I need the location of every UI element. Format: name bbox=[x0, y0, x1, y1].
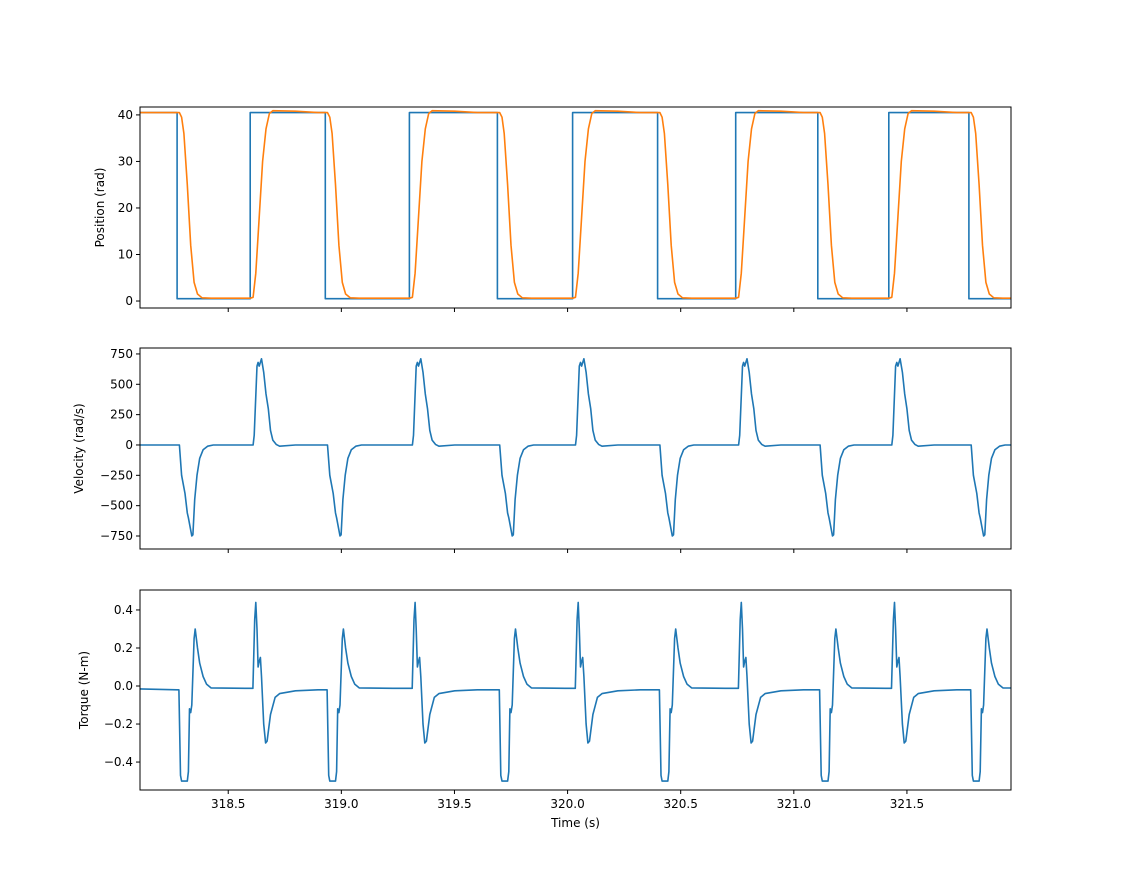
subplot-3: 318.5 319.0 319.5 320.0 320.5 321.0 321.5 −0.4 −… bbox=[77, 589, 1012, 830]
y-tick-label: 0.4 bbox=[114, 603, 133, 617]
y-tick-label: −500 bbox=[100, 499, 133, 513]
y-tick-label: 30 bbox=[118, 154, 133, 168]
y-tick-label: 500 bbox=[110, 377, 133, 391]
x-tick-label: 321.0 bbox=[777, 797, 811, 811]
y-tick-label: 250 bbox=[110, 408, 133, 422]
y-tick-label: 750 bbox=[110, 347, 133, 361]
x-tick-label: 320.0 bbox=[550, 797, 584, 811]
y-tick-label: 0.2 bbox=[114, 641, 133, 655]
x-axis-label: Time (s) bbox=[550, 816, 600, 830]
y-tick-label: 0 bbox=[125, 294, 133, 308]
y-tick-label: −0.4 bbox=[104, 755, 133, 769]
subplot-1: 0 10 20 30 40 Position (rad) bbox=[93, 106, 1012, 312]
series-line-actual bbox=[140, 109, 1011, 299]
y-tick-label: −750 bbox=[100, 529, 133, 543]
series-line-velocity bbox=[140, 358, 1011, 537]
y-axis-label: Position (rad) bbox=[93, 168, 107, 248]
y-tick-label: 40 bbox=[118, 108, 133, 122]
y-axis-label: Torque (N-m) bbox=[77, 651, 91, 730]
subplot-2: −750 −500 −250 0 250 500 750 Velocity (rad/s) bbox=[72, 347, 1012, 553]
y-tick-label: 20 bbox=[118, 201, 133, 215]
x-tick-label: 319.0 bbox=[324, 797, 358, 811]
y-axis-label: Velocity (rad/s) bbox=[72, 403, 86, 493]
axes-frame bbox=[139, 106, 1012, 309]
y-tick-label: −250 bbox=[100, 468, 133, 482]
series-line-setpoint bbox=[140, 111, 1011, 300]
y-tick-label: −0.2 bbox=[104, 717, 133, 731]
y-tick-label: 0 bbox=[125, 438, 133, 452]
x-tick-label: 321.5 bbox=[890, 797, 924, 811]
axes-frame bbox=[139, 589, 1012, 791]
y-tick-label: 0.0 bbox=[114, 679, 133, 693]
x-tick-label: 320.5 bbox=[664, 797, 698, 811]
series-line-torque bbox=[140, 601, 1011, 782]
x-tick-label: 319.5 bbox=[437, 797, 471, 811]
axes-frame bbox=[139, 347, 1012, 550]
y-tick-label: 10 bbox=[118, 247, 133, 261]
x-tick-label: 318.5 bbox=[211, 797, 245, 811]
